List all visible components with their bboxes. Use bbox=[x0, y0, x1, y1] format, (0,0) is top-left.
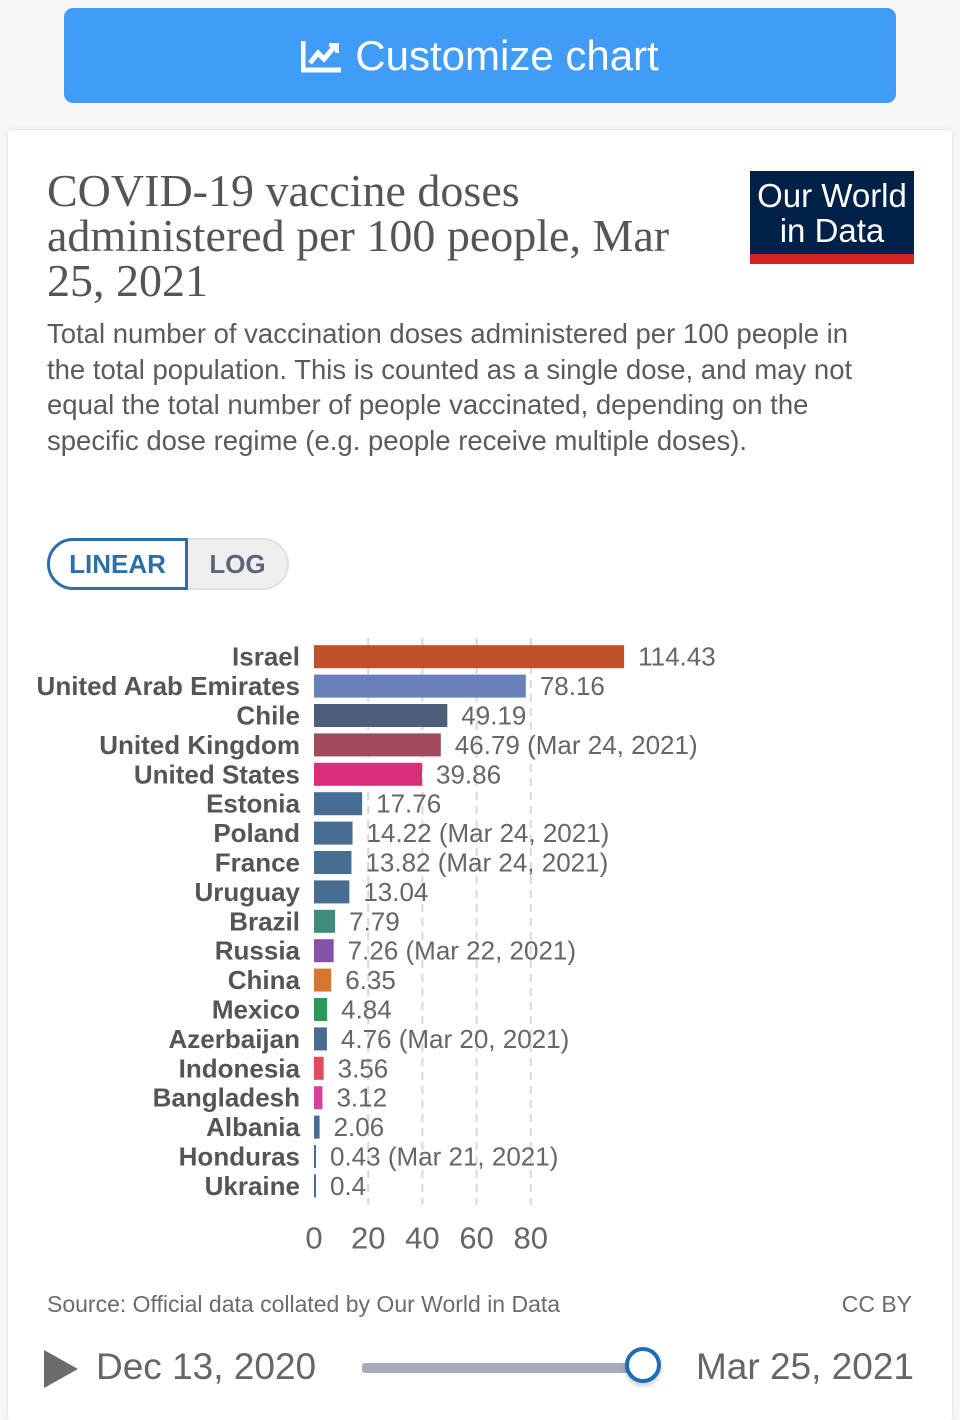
category-label[interactable]: Poland bbox=[213, 818, 300, 848]
bar[interactable] bbox=[314, 1145, 316, 1168]
category-label[interactable]: United Arab Emirates bbox=[37, 671, 300, 701]
value-label: 4.76 (Mar 20, 2021) bbox=[341, 1024, 569, 1054]
play-icon[interactable] bbox=[44, 1350, 78, 1388]
value-label: 0.43 (Mar 21, 2021) bbox=[330, 1142, 558, 1172]
value-label: 4.84 bbox=[341, 995, 392, 1025]
category-label[interactable]: Uruguay bbox=[195, 877, 301, 907]
value-label: 13.82 (Mar 24, 2021) bbox=[365, 848, 608, 878]
value-label: 0.4 bbox=[330, 1171, 366, 1201]
bar[interactable] bbox=[314, 645, 625, 669]
category-label[interactable]: Azerbaijan bbox=[169, 1024, 301, 1054]
category-label[interactable]: United Kingdom bbox=[99, 730, 300, 760]
logo-line-2: in Data bbox=[779, 212, 885, 249]
category-label[interactable]: Ukraine bbox=[205, 1171, 300, 1201]
timeline-start-date: Dec 13, 2020 bbox=[96, 1346, 317, 1387]
category-label[interactable]: Estonia bbox=[206, 789, 300, 819]
value-label: 46.79 (Mar 24, 2021) bbox=[455, 730, 698, 760]
chart-subtitle: Total number of vaccination doses admini… bbox=[47, 318, 853, 456]
bar[interactable] bbox=[314, 1115, 320, 1139]
bar-chart: Israel 114.43 United Arab Emirates 78.16 Chi… bbox=[37, 638, 716, 1256]
bar[interactable] bbox=[314, 968, 332, 992]
chart-title: COVID-19 vaccine doses administered per … bbox=[47, 165, 670, 306]
customize-chart-button[interactable]: Customize chart bbox=[64, 8, 896, 103]
logo-line-1: Our World bbox=[757, 177, 907, 214]
value-label: 78.16 bbox=[540, 671, 605, 701]
bar[interactable] bbox=[314, 1056, 324, 1080]
value-label: 3.56 bbox=[338, 1053, 389, 1083]
bar[interactable] bbox=[314, 704, 448, 727]
bar[interactable] bbox=[314, 733, 441, 757]
x-tick-label: 0 bbox=[305, 1221, 322, 1256]
category-label[interactable]: Honduras bbox=[179, 1142, 300, 1172]
line-chart-icon bbox=[301, 40, 342, 72]
value-label: 49.19 bbox=[461, 701, 526, 731]
value-label: 2.06 bbox=[334, 1112, 385, 1142]
log-scale-button[interactable]: LOG bbox=[209, 548, 266, 579]
x-tick-label: 40 bbox=[405, 1221, 439, 1256]
bar[interactable] bbox=[314, 851, 352, 874]
customize-chart-label: Customize chart bbox=[355, 31, 659, 79]
category-label[interactable]: Russia bbox=[215, 936, 301, 966]
bar[interactable] bbox=[314, 762, 423, 786]
scale-toggle: LINEAR LOG bbox=[47, 538, 289, 590]
timeline-slider-track[interactable] bbox=[362, 1363, 642, 1373]
bar[interactable] bbox=[314, 998, 328, 1021]
bar[interactable] bbox=[314, 939, 334, 963]
linear-scale-button[interactable]: LINEAR bbox=[47, 538, 188, 590]
value-label: 13.04 bbox=[363, 877, 428, 907]
value-label: 17.76 bbox=[376, 789, 441, 819]
chart-card bbox=[8, 130, 952, 1420]
license-link[interactable]: CC BY bbox=[841, 1291, 912, 1317]
category-label[interactable]: United States bbox=[134, 759, 300, 789]
value-label: 14.22 (Mar 24, 2021) bbox=[367, 818, 610, 848]
bar[interactable] bbox=[314, 821, 353, 845]
category-label[interactable]: Chile bbox=[236, 701, 300, 731]
value-label: 3.12 bbox=[336, 1083, 387, 1113]
value-label: 7.79 bbox=[349, 906, 400, 936]
value-label: 6.35 bbox=[345, 965, 396, 995]
value-label: 7.26 (Mar 22, 2021) bbox=[348, 936, 576, 966]
category-label[interactable]: Indonesia bbox=[179, 1053, 301, 1083]
category-label[interactable]: France bbox=[215, 848, 300, 878]
timeline-end-date: Mar 25, 2021 bbox=[695, 1346, 914, 1387]
bar[interactable] bbox=[314, 880, 350, 904]
category-label[interactable]: Israel bbox=[232, 642, 300, 672]
category-label[interactable]: China bbox=[228, 965, 301, 995]
x-tick-label: 80 bbox=[514, 1221, 548, 1256]
bar[interactable] bbox=[314, 674, 526, 698]
bar[interactable] bbox=[314, 792, 363, 816]
value-label: 114.43 bbox=[638, 642, 716, 672]
bar[interactable] bbox=[314, 1027, 327, 1051]
logo-accent-bar bbox=[750, 254, 914, 264]
category-label[interactable]: Brazil bbox=[229, 906, 300, 936]
value-label: 39.86 bbox=[436, 759, 501, 789]
bar[interactable] bbox=[314, 909, 336, 933]
owid-logo[interactable]: Our World in Data bbox=[750, 171, 914, 264]
source-note[interactable]: Source: Official data collated by Our Wo… bbox=[47, 1291, 561, 1317]
x-tick-label: 20 bbox=[351, 1221, 385, 1256]
category-label[interactable]: Albania bbox=[206, 1112, 300, 1142]
category-label[interactable]: Bangladesh bbox=[153, 1083, 300, 1113]
bar[interactable] bbox=[314, 1086, 323, 1110]
category-label[interactable]: Mexico bbox=[212, 995, 300, 1025]
x-tick-label: 60 bbox=[459, 1221, 493, 1256]
timeline-slider-handle[interactable] bbox=[625, 1347, 661, 1383]
bar[interactable] bbox=[314, 1174, 316, 1198]
